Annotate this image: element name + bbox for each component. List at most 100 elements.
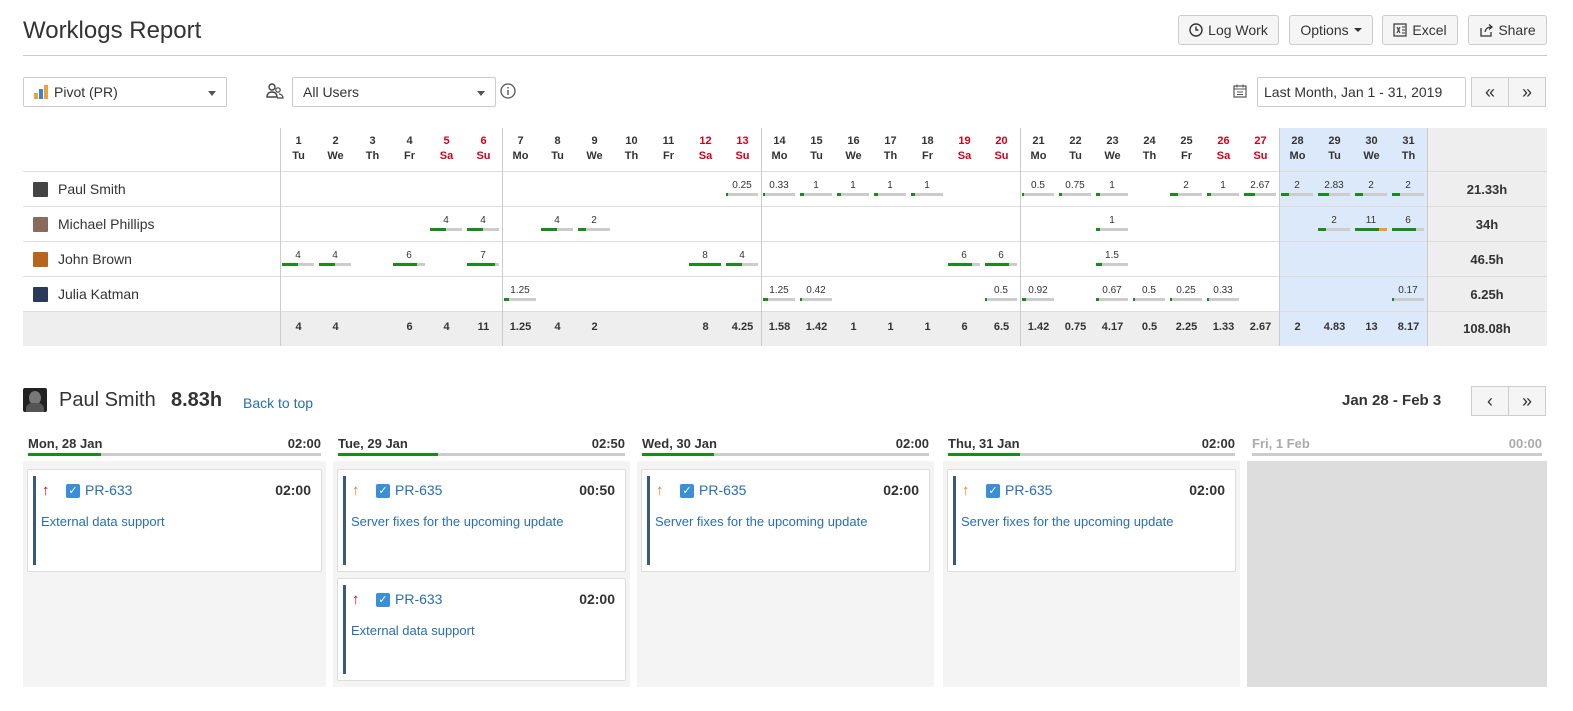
users-icon bbox=[266, 83, 284, 99]
worklog-bar-fill bbox=[1133, 298, 1135, 301]
worklog-cell[interactable]: 2.67 bbox=[1250, 180, 1270, 191]
user-row-julia-katman[interactable]: Julia Katman bbox=[33, 286, 139, 302]
worklog-card[interactable]: ↑ ✓ PR-635 00:50 Server fixes for the upcomi… bbox=[337, 469, 626, 572]
day-label: Fri, 1 Feb bbox=[1252, 436, 1310, 451]
user-row-paul-smith[interactable]: Paul Smith bbox=[33, 181, 126, 197]
worklog-card[interactable]: ↑ ✓ PR-633 02:00 External data support bbox=[27, 469, 322, 572]
worklog-cell[interactable]: 6 bbox=[961, 250, 967, 261]
avatar bbox=[33, 251, 48, 267]
worklog-cell[interactable]: 8 bbox=[702, 250, 708, 261]
worklog-cell[interactable]: 1 bbox=[1109, 215, 1115, 226]
issue-title-link[interactable]: External data support bbox=[351, 623, 475, 638]
worklog-cell[interactable]: 0.5 bbox=[994, 285, 1008, 296]
issue-key-link[interactable]: PR-633 bbox=[395, 591, 443, 607]
users-select[interactable]: All Users bbox=[292, 77, 496, 107]
worklog-bar bbox=[430, 228, 462, 231]
worklog-cell[interactable]: 2.83 bbox=[1324, 180, 1344, 191]
issue-title-link[interactable]: Server fixes for the upcoming update bbox=[961, 514, 1174, 529]
day-column-header: Mon, 28 Jan 02:00 bbox=[28, 436, 321, 456]
user-row-michael-phillips[interactable]: Michael Phillips bbox=[33, 216, 154, 232]
worklog-card[interactable]: ↑ ✓ PR-633 02:00 External data support bbox=[337, 578, 626, 681]
worklog-cell[interactable]: 4 bbox=[480, 215, 486, 226]
issue-title-link[interactable]: External data support bbox=[41, 514, 165, 529]
worklog-cell[interactable]: 1.25 bbox=[510, 285, 530, 296]
user-row-john-brown[interactable]: John Brown bbox=[33, 251, 132, 267]
worklog-bar bbox=[393, 263, 425, 266]
issue-key-link[interactable]: PR-635 bbox=[395, 482, 443, 498]
worklog-bar-fill bbox=[800, 298, 802, 301]
day-progress-bar bbox=[338, 453, 625, 456]
worklog-cell[interactable]: 4 bbox=[554, 215, 560, 226]
prev-week-button[interactable]: ‹ bbox=[1471, 386, 1509, 416]
day-number: 10 bbox=[625, 135, 638, 147]
worklog-cell[interactable]: 1 bbox=[813, 180, 819, 191]
worklog-cell[interactable]: 6 bbox=[998, 250, 1004, 261]
issue-title-link[interactable]: Server fixes for the upcoming update bbox=[351, 514, 564, 529]
worklog-cell[interactable]: 6 bbox=[1405, 215, 1411, 226]
day-progress-fill bbox=[338, 453, 439, 456]
share-button[interactable]: Share bbox=[1468, 15, 1547, 45]
worklog-cell[interactable]: 1 bbox=[924, 180, 930, 191]
share-label: Share bbox=[1498, 22, 1536, 38]
worklog-cell[interactable]: 0.92 bbox=[1028, 285, 1048, 296]
worklog-cell[interactable]: 2 bbox=[591, 215, 597, 226]
worklog-cell[interactable]: 0.25 bbox=[732, 180, 752, 191]
worklog-card[interactable]: ↑ ✓ PR-635 02:00 Server fixes for the upcomi… bbox=[641, 469, 930, 572]
worklog-cell[interactable]: 0.33 bbox=[769, 180, 789, 191]
issue-key-link[interactable]: PR-635 bbox=[699, 482, 747, 498]
worklog-cell[interactable]: 6 bbox=[406, 250, 412, 261]
worklog-cell[interactable]: 0.25 bbox=[1176, 285, 1196, 296]
worklog-cell[interactable]: 1 bbox=[887, 180, 893, 191]
worklog-cell[interactable]: 2 bbox=[1294, 180, 1300, 191]
back-to-top-link[interactable]: Back to top bbox=[243, 395, 314, 411]
issue-key-link[interactable]: PR-635 bbox=[1005, 482, 1053, 498]
worklog-cell[interactable]: 4 bbox=[739, 250, 745, 261]
view-select[interactable]: Pivot (PR) bbox=[23, 77, 227, 107]
worklog-bar-fill bbox=[689, 263, 721, 266]
worklog-cell[interactable]: 2 bbox=[1368, 180, 1374, 191]
worklog-cell[interactable]: 0.5 bbox=[1031, 180, 1045, 191]
day-weekday: Tu bbox=[1328, 150, 1341, 162]
next-week-button[interactable]: » bbox=[1508, 386, 1546, 416]
worklog-cell[interactable]: 2 bbox=[1405, 180, 1411, 191]
worklog-cell[interactable]: 0.42 bbox=[806, 285, 826, 296]
worklog-cell[interactable]: 4 bbox=[332, 250, 338, 261]
worklog-cell[interactable]: 2 bbox=[1183, 180, 1189, 191]
worklog-cell[interactable]: 0.17 bbox=[1398, 285, 1418, 296]
worklog-cell[interactable]: 7 bbox=[480, 250, 486, 261]
worklog-cell[interactable]: 2 bbox=[1331, 215, 1337, 226]
worklog-cell[interactable]: 0.5 bbox=[1142, 285, 1156, 296]
prev-period-button[interactable]: « bbox=[1471, 77, 1509, 107]
worklog-cell[interactable]: 1 bbox=[1109, 180, 1115, 191]
day-label: Wed, 30 Jan bbox=[642, 436, 717, 451]
day-weekday: We bbox=[1363, 150, 1380, 162]
worklog-cell[interactable]: 1.25 bbox=[769, 285, 789, 296]
excel-button[interactable]: Excel bbox=[1382, 15, 1458, 45]
issue-title-link[interactable]: Server fixes for the upcoming update bbox=[655, 514, 868, 529]
worklog-cell[interactable]: 1 bbox=[1220, 180, 1226, 191]
week-divider bbox=[1427, 128, 1428, 346]
period-select[interactable]: Last Month, Jan 1 - 31, 2019 bbox=[1257, 77, 1466, 107]
info-icon[interactable] bbox=[500, 83, 516, 99]
day-total-29: 4.83 bbox=[1323, 321, 1346, 333]
worklog-cell[interactable]: 0.75 bbox=[1065, 180, 1085, 191]
day-column-body: ↑ ✓ PR-635 02:00 Server fixes for the upcomi… bbox=[943, 461, 1240, 687]
worklog-cell[interactable]: 1.5 bbox=[1105, 250, 1119, 261]
worklog-cell[interactable]: 0.67 bbox=[1102, 285, 1122, 296]
log-work-button[interactable]: Log Work bbox=[1178, 15, 1279, 45]
day-weekday: Sa bbox=[1216, 150, 1231, 162]
options-button[interactable]: Options bbox=[1289, 15, 1373, 45]
worklog-cell[interactable]: 1 bbox=[850, 180, 856, 191]
issue-key-link[interactable]: PR-633 bbox=[85, 482, 133, 498]
worklog-cell[interactable]: 11 bbox=[1365, 215, 1377, 226]
worklog-bar bbox=[1244, 193, 1276, 196]
worklog-cell[interactable]: 4 bbox=[443, 215, 449, 226]
worklog-cell[interactable]: 4 bbox=[295, 250, 301, 261]
next-period-button[interactable]: » bbox=[1508, 77, 1546, 107]
worklog-card[interactable]: ↑ ✓ PR-635 02:00 Server fixes for the upcomi… bbox=[947, 469, 1236, 572]
day-number: 15 bbox=[810, 135, 823, 147]
worklog-bar bbox=[1022, 298, 1054, 301]
day-progress-fill bbox=[28, 453, 102, 456]
worklog-cell[interactable]: 0.33 bbox=[1213, 285, 1233, 296]
worklog-bar bbox=[911, 193, 943, 196]
